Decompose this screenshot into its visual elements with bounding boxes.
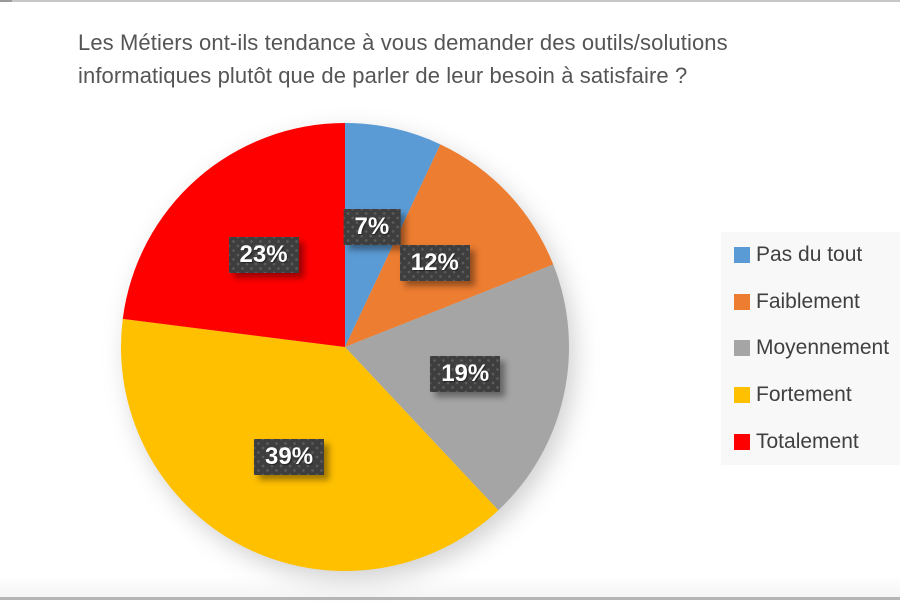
legend-swatch-moyennement [734, 340, 750, 357]
legend-label-totalement: Totalement [756, 429, 859, 453]
legend-label-fortement: Fortement [756, 383, 852, 407]
chart-title-line1: Les Métiers ont-ils tendance à vous dema… [78, 30, 728, 55]
window-top-edge [0, 0, 900, 2]
legend-item-moyennement: Moyennement [734, 336, 900, 360]
chart-title: Les Métiers ont-ils tendance à vous dema… [78, 26, 728, 92]
data-label-totalement: 23% [228, 237, 298, 273]
window-bottom-shadow [0, 575, 900, 597]
legend-label-pas-du-tout: Pas du tout [756, 243, 863, 267]
window-top-edge-corner [0, 0, 12, 2]
pie-chart: 7% 12% 19% 39% 23% [120, 122, 570, 572]
data-label-pas-du-tout: 7% [344, 209, 401, 245]
legend-swatch-faiblement [734, 293, 750, 310]
legend-item-pas-du-tout: Pas du tout [734, 243, 900, 267]
legend-label-moyennement: Moyennement [756, 336, 890, 360]
pie-slice-totalement [122, 123, 346, 347]
legend-item-faiblement: Faiblement [734, 290, 900, 314]
legend-swatch-pas-du-tout [734, 247, 750, 264]
legend-item-fortement: Fortement [734, 383, 900, 407]
pie-slice-faiblement [345, 144, 554, 347]
chart-legend: Pas du tout Faiblement Moyennement Fortemen… [721, 232, 900, 465]
pie-chart-svg [121, 123, 570, 571]
legend-swatch-fortement [734, 387, 750, 404]
data-label-faiblement: 12% [400, 245, 470, 281]
data-label-moyennement: 19% [430, 356, 500, 392]
legend-label-faiblement: Faiblement [756, 289, 860, 313]
data-label-fortement: 39% [254, 439, 324, 475]
chart-title-line2: informatiques plutôt que de parler de le… [78, 63, 688, 88]
window-bottom-edge [0, 597, 900, 600]
legend-item-totalement: Totalement [734, 430, 900, 454]
legend-swatch-totalement [734, 433, 750, 450]
pie-slice-pas-du-tout [345, 123, 441, 347]
